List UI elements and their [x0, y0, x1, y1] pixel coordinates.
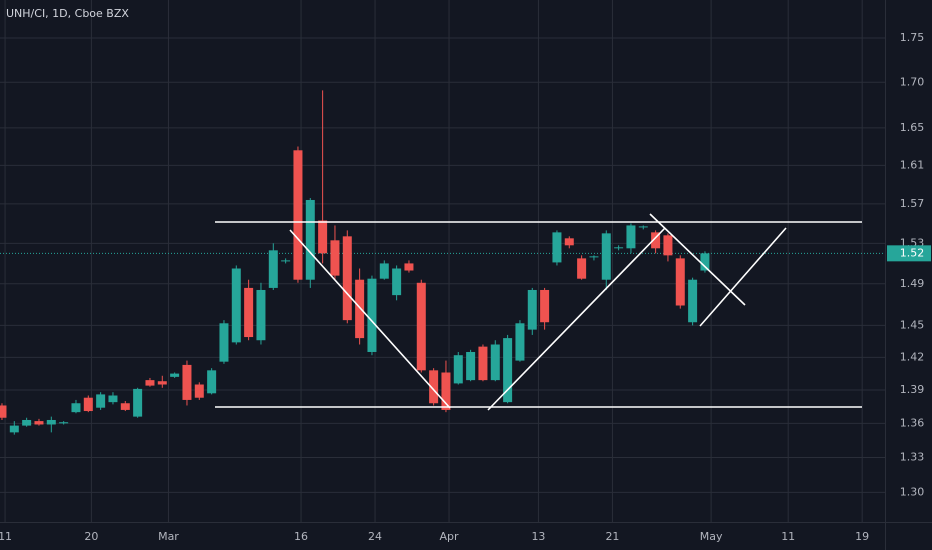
x-tick-label: Apr [440, 530, 460, 543]
candle-body [614, 247, 624, 249]
y-tick-label: 1.30 [900, 485, 925, 498]
candle-body [552, 232, 562, 263]
candle-body [219, 323, 229, 362]
trend-line [649, 213, 746, 306]
candle-body [379, 263, 389, 279]
candle-body [503, 338, 513, 403]
candle-body [46, 419, 56, 425]
candle-body [626, 225, 636, 249]
candle-body [601, 233, 611, 280]
trend-line [699, 227, 787, 327]
candle-body [120, 403, 130, 410]
candle-body [392, 268, 402, 296]
y-tick-label: 1.42 [900, 350, 925, 363]
candle-body [83, 397, 93, 412]
candle-body [651, 232, 661, 249]
y-tick-label: 1.61 [900, 158, 925, 171]
y-tick-label: 1.57 [900, 197, 925, 210]
y-tick-label: 1.45 [900, 318, 925, 331]
x-tick-label: 11 [781, 530, 795, 543]
x-tick-label: Mar [158, 530, 179, 543]
candle-body [22, 419, 32, 426]
candle-body [170, 373, 180, 377]
chart-title: UNH/CI, 1D, Cboe BZX [6, 7, 129, 20]
candle-body [0, 405, 7, 418]
candle-body [355, 279, 365, 339]
candle-body [577, 258, 587, 279]
candle-body [145, 380, 155, 386]
y-tick-label: 1.33 [900, 450, 925, 463]
candle-body [589, 256, 599, 258]
candle-body [268, 250, 278, 288]
candle-body [429, 370, 439, 404]
candle-body [194, 384, 204, 398]
candle-body [34, 421, 44, 425]
candles [0, 90, 710, 435]
trend-drawings [215, 213, 862, 411]
candle-body [9, 425, 19, 433]
candle-body [133, 388, 143, 417]
candle-body [490, 344, 500, 381]
trend-line [289, 229, 451, 409]
candle-body [700, 253, 710, 271]
candle-body [256, 289, 266, 341]
candle-body [330, 240, 340, 276]
candle-body [404, 263, 414, 271]
candle-body [59, 422, 69, 424]
candle-body [71, 403, 81, 413]
candle-body [342, 236, 352, 321]
candle-body [663, 235, 673, 256]
x-tick-label: 21 [605, 530, 619, 543]
candle-body [540, 289, 550, 323]
candle-body [564, 238, 574, 246]
candle-body [515, 323, 525, 361]
y-tick-label: 1.75 [900, 31, 925, 44]
y-tick-label: 1.39 [900, 383, 925, 396]
candle-body [416, 282, 426, 371]
y-tick-label: 1.65 [900, 121, 925, 134]
x-tick-label: 24 [368, 530, 382, 543]
candle-body [441, 372, 451, 410]
candle-body [108, 395, 118, 403]
x-tick-label: 11 [0, 530, 12, 543]
candle-body [453, 355, 463, 384]
candle-body [688, 279, 698, 323]
candle-body [231, 268, 241, 343]
candle-body [638, 226, 648, 228]
trend-line [487, 227, 666, 411]
axes: 1.751.701.651.611.571.531.491.451.421.39… [0, 31, 931, 543]
candle-body [318, 220, 328, 254]
last-price-label: 1.52 [900, 246, 925, 259]
x-tick-label: 16 [294, 530, 308, 543]
candle-body [207, 370, 217, 394]
x-tick-label: May [700, 530, 723, 543]
y-tick-label: 1.70 [900, 75, 925, 88]
candle-body [466, 351, 476, 381]
candle-body [182, 364, 192, 400]
candle-body [527, 289, 537, 330]
last-price-box [887, 245, 931, 262]
candle-body [293, 150, 303, 280]
x-tick-label: 19 [855, 530, 869, 543]
candle-body [157, 381, 167, 385]
candle-body [478, 346, 488, 381]
candle-body [675, 258, 685, 306]
candle-body [367, 278, 377, 352]
x-tick-label: 13 [531, 530, 545, 543]
candle-body [96, 394, 106, 408]
y-tick-label: 1.36 [900, 416, 925, 429]
x-tick-label: 20 [84, 530, 98, 543]
candle-body [244, 287, 254, 338]
candle-body [305, 199, 315, 280]
y-tick-label: 1.49 [900, 277, 925, 290]
candle-body [281, 260, 291, 262]
